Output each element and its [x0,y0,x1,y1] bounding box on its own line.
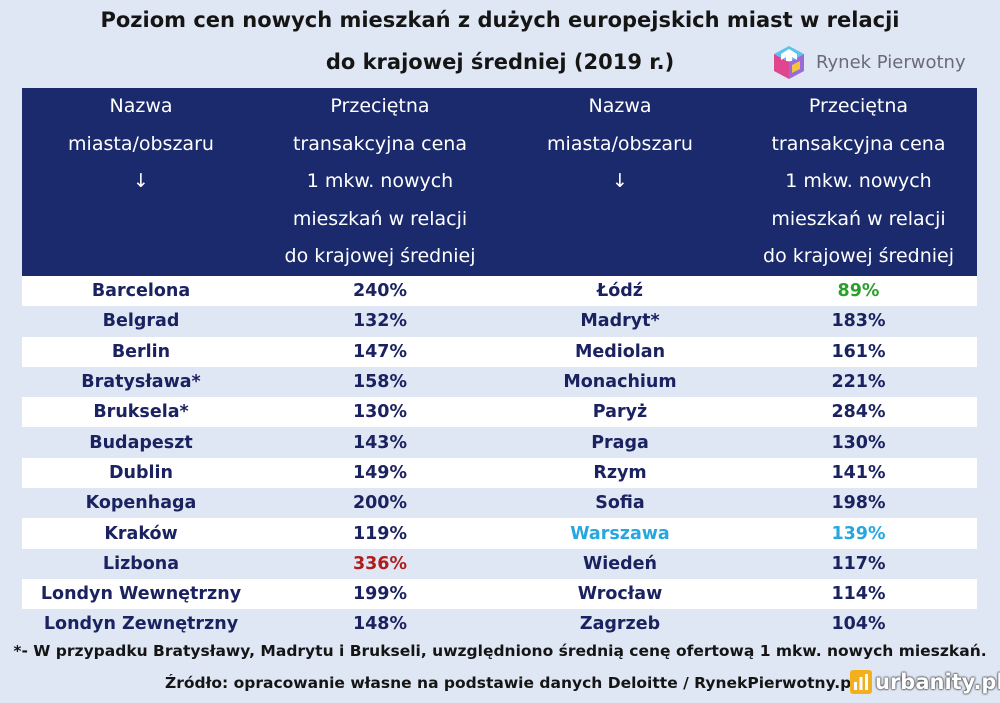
table-row: Kopenhaga 200% Sofia 198% [22,488,977,519]
table-row: Kraków 119% Warszawa 139% [22,518,977,549]
right-city-cell: Mediolan [500,336,740,367]
header-city-right: Nazwa miasta/obszaru ↓ [500,88,740,276]
table-row: Londyn Zewnętrzny 148% Zagrzeb 104% [22,609,977,640]
arrow-down-icon: ↓ [133,170,149,193]
right-city-cell: Madryt* [500,306,740,337]
left-city-cell: Lizbona [22,548,260,579]
left-value-cell: 132% [260,306,500,337]
right-city-cell: Paryż [500,397,740,428]
left-city-cell: Barcelona [22,276,260,307]
table-row: Londyn Wewnętrzny 199% Wrocław 114% [22,578,977,610]
chart-title-line-2: do krajowej średniej (2019 r.) [325,50,675,74]
left-city-cell: Budapeszt [22,427,260,458]
logo-label: Rynek Pierwotny [816,51,966,73]
header-price-right: Przeciętna transakcyjna cena 1 mkw. nowy… [740,88,977,276]
left-value-cell: 240% [260,276,500,307]
arrow-down-icon: ↓ [612,170,628,193]
left-city-cell: Belgrad [22,306,260,337]
left-value-cell: 149% [260,457,500,489]
left-value-cell: 143% [260,427,500,458]
left-value-cell: 148% [260,609,500,640]
right-value-cell: 183% [740,306,977,337]
right-value-cell: 161% [740,336,977,367]
table-header-row: Nazwa miasta/obszaru ↓ Przeciętna transa… [22,88,977,276]
footnote: *- W przypadku Bratysławy, Madrytu i Bru… [13,642,987,660]
header-city-left: Nazwa miasta/obszaru ↓ [22,88,260,276]
table-row: Belgrad 132% Madryt* 183% [22,306,977,337]
bar-chart-icon [850,670,872,694]
right-value-cell: 89% [740,276,977,307]
right-value-cell: 117% [740,548,977,579]
left-city-cell: Londyn Zewnętrzny [22,609,260,640]
price-table: Nazwa miasta/obszaru ↓ Przeciętna transa… [22,88,977,640]
right-city-cell: Zagrzeb [500,609,740,640]
table-row: Lizbona 336% Wiedeń 117% [22,548,977,579]
right-city-cell: Praga [500,427,740,458]
right-value-cell: 141% [740,457,977,489]
left-value-cell: 158% [260,366,500,398]
right-value-cell: 221% [740,366,977,398]
right-city-cell: Warszawa [500,518,740,549]
source-note: Źródło: opracowanie własne na podstawie … [165,674,857,692]
table-row: Barcelona 240% Łódź 89% [22,276,977,307]
left-city-cell: Kopenhaga [22,488,260,519]
right-value-cell: 130% [740,427,977,458]
right-value-cell: 139% [740,518,977,549]
brand-label: urbanity.pl [875,670,1000,694]
right-city-cell: Rzym [500,457,740,489]
left-city-cell: Berlin [22,336,260,367]
right-city-cell: Monachium [500,366,740,398]
right-city-cell: Wiedeń [500,548,740,579]
left-value-cell: 147% [260,336,500,367]
left-city-cell: Londyn Wewnętrzny [22,578,260,610]
left-city-cell: Bratysława* [22,366,260,398]
table-row: Bratysława* 158% Monachium 221% [22,366,977,398]
left-value-cell: 119% [260,518,500,549]
rynek-pierwotny-logo: Rynek Pierwotny [770,42,966,82]
right-city-cell: Wrocław [500,578,740,610]
left-value-cell: 199% [260,578,500,610]
house-cube-icon [774,46,804,79]
right-value-cell: 104% [740,609,977,640]
table-row: Berlin 147% Mediolan 161% [22,336,977,367]
left-value-cell: 200% [260,488,500,519]
table-row: Budapeszt 143% Praga 130% [22,427,977,458]
chart-title-line-1: Poziom cen nowych mieszkań z dużych euro… [100,8,900,32]
urbanity-brand: urbanity.pl [850,670,1000,694]
right-value-cell: 284% [740,397,977,428]
left-city-cell: Dublin [22,457,260,489]
table-row: Bruksela* 130% Paryż 284% [22,397,977,428]
table-row: Dublin 149% Rzym 141% [22,457,977,489]
header-price-left: Przeciętna transakcyjna cena 1 mkw. nowy… [260,88,500,276]
left-city-cell: Kraków [22,518,260,549]
left-value-cell: 336% [260,548,500,579]
left-city-cell: Bruksela* [22,397,260,428]
right-value-cell: 198% [740,488,977,519]
table-body: Barcelona 240% Łódź 89% Belgrad 132% Madryt* 18… [22,276,977,640]
left-value-cell: 130% [260,397,500,428]
right-city-cell: Łódź [500,276,740,307]
right-city-cell: Sofia [500,488,740,519]
right-value-cell: 114% [740,578,977,610]
